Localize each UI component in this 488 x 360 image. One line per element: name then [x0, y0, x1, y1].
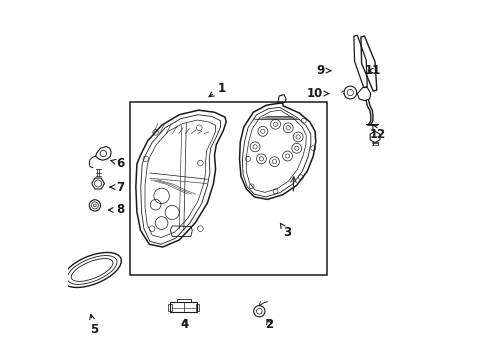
Text: 5: 5: [89, 314, 99, 337]
Bar: [170, 302, 197, 312]
Text: 3: 3: [280, 223, 290, 239]
Text: 2: 2: [264, 318, 273, 331]
Bar: [130, 102, 327, 275]
Bar: [168, 304, 171, 311]
Text: 12: 12: [369, 125, 385, 141]
Text: 10: 10: [306, 87, 328, 100]
Text: 7: 7: [110, 181, 124, 194]
Text: 1: 1: [208, 82, 225, 96]
Text: 4: 4: [180, 318, 188, 331]
Text: 9: 9: [316, 64, 330, 77]
Text: 11: 11: [365, 64, 381, 77]
Text: 6: 6: [110, 157, 124, 170]
Bar: [195, 304, 199, 311]
Text: 8: 8: [108, 203, 124, 216]
